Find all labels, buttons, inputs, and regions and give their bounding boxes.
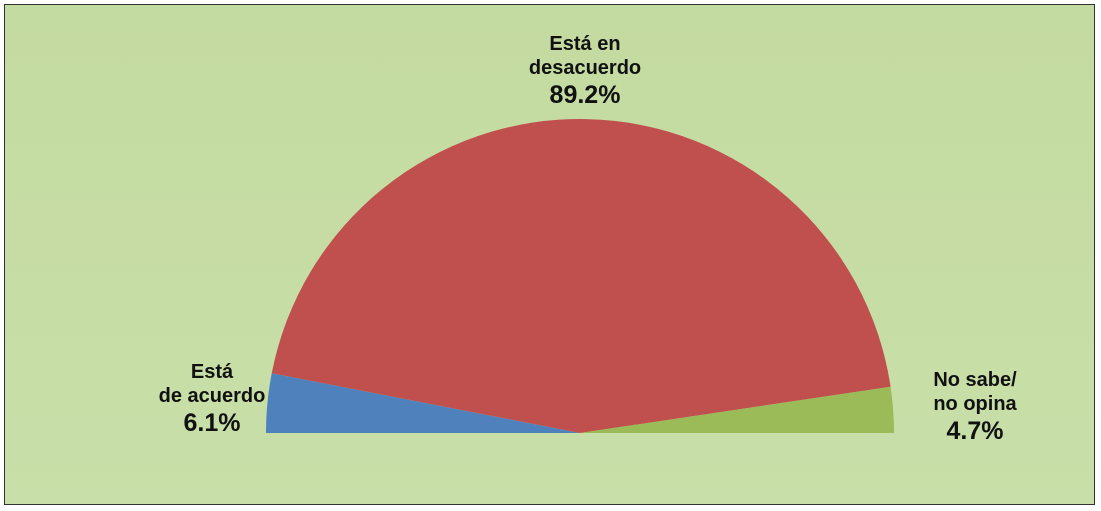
- slice-label: Está en desacuerdo 89.2%: [529, 32, 641, 110]
- value-label: 89.2%: [549, 81, 621, 109]
- slice-label: No sabe/ no opina 4.7%: [933, 368, 1016, 446]
- slice: [271, 119, 891, 433]
- value-label: 6.1%: [183, 409, 241, 437]
- slice: [580, 386, 894, 433]
- slice-label: Está de acuerdo 6.1%: [159, 360, 266, 438]
- category-label: Está de acuerdo: [158, 361, 266, 407]
- value-label: 4.7%: [946, 417, 1004, 445]
- category-label: No sabe/ no opina: [933, 369, 1017, 415]
- slice: [266, 373, 580, 433]
- category-label: Está en desacuerdo: [528, 33, 642, 79]
